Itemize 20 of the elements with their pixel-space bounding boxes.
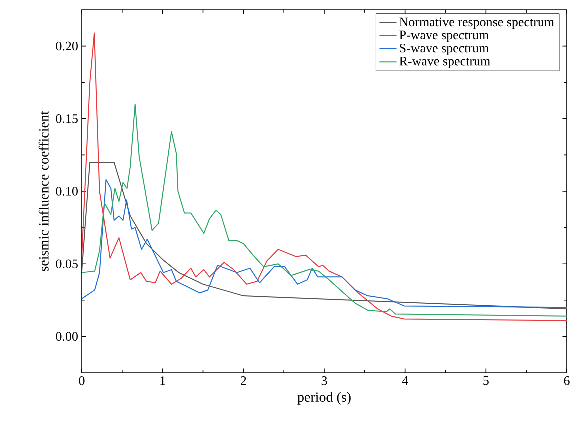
x-tick-label: 0	[79, 376, 85, 386]
y-axis-title: seismic influence coefficient	[38, 111, 49, 272]
line-series	[82, 104, 567, 317]
x-tick-label: 5	[484, 376, 489, 386]
legend-label: R-wave spectrum	[400, 57, 490, 68]
x-tick-label: 1	[160, 376, 166, 386]
y-tick-label: 0.15	[56, 114, 78, 124]
legend-label: S-wave spectrum	[400, 44, 489, 56]
y-tick-label: 0.20	[56, 42, 78, 51]
legend-label: P-wave spectrum	[400, 30, 489, 42]
x-axis-title: period (s)	[298, 392, 351, 405]
legend-label: Normative response spectrum	[400, 18, 554, 30]
y-tick-label: 0.00	[56, 332, 78, 342]
x-tick-label: 6	[564, 376, 570, 386]
x-tick-label: 2	[240, 376, 246, 386]
x-tick-label: 3	[322, 376, 328, 386]
x-tick-label: 4	[402, 376, 408, 386]
y-tick-label: 0.05	[56, 260, 78, 269]
line-series	[82, 32, 567, 322]
y-tick-label: 0.10	[56, 187, 78, 196]
